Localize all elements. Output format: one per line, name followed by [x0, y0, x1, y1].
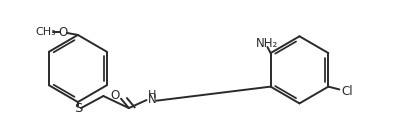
- Text: S: S: [74, 102, 82, 115]
- Text: H: H: [148, 90, 156, 100]
- Text: NH₂: NH₂: [256, 37, 278, 50]
- Text: Cl: Cl: [341, 85, 353, 98]
- Text: O: O: [111, 89, 120, 102]
- Text: O: O: [58, 26, 68, 39]
- Text: N: N: [148, 93, 157, 106]
- Text: CH₃: CH₃: [35, 27, 56, 37]
